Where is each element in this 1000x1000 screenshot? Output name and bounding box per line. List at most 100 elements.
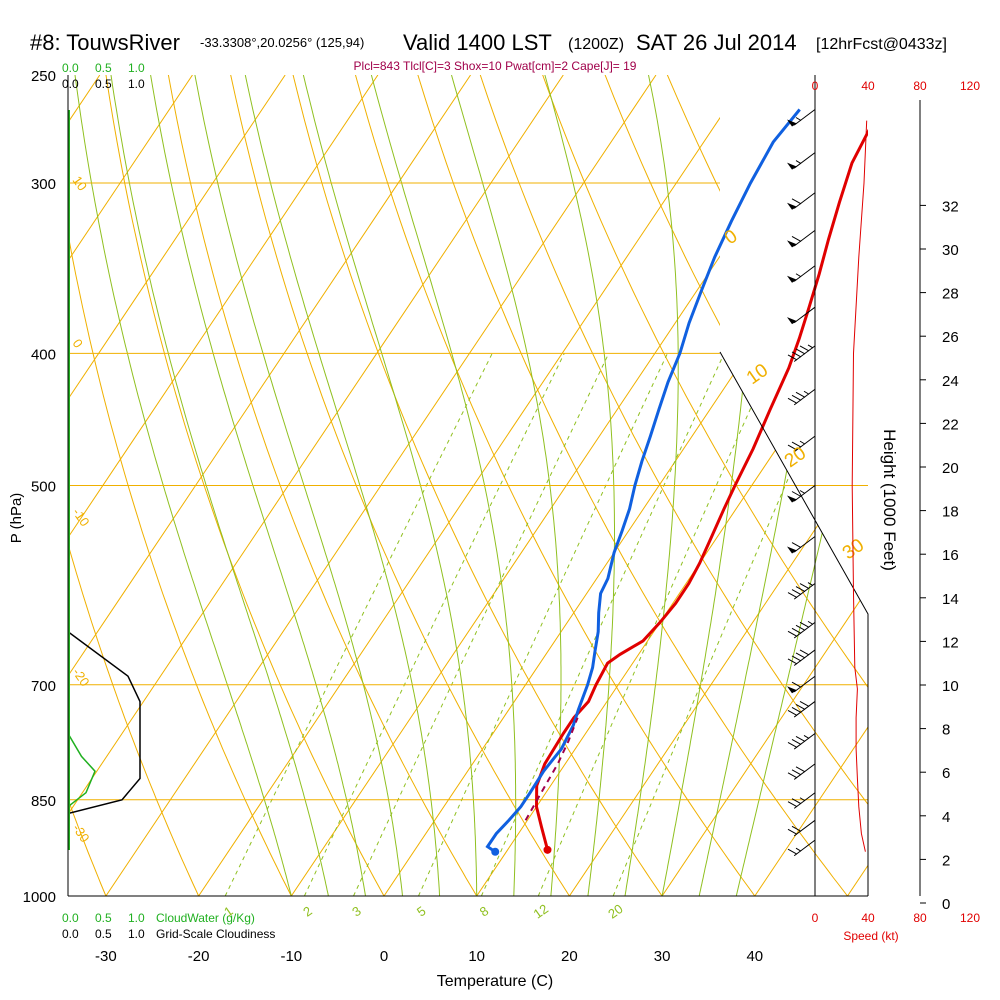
speed-tick-bottom-0: 0	[812, 911, 819, 925]
wind-barb	[787, 675, 816, 694]
wind-barb	[787, 839, 816, 857]
mixing-ratio-label: 3	[349, 903, 364, 919]
height-tick-label: 14	[942, 591, 959, 608]
mixing-ratio-label: 2	[300, 903, 315, 919]
cloudiness-profile	[68, 631, 141, 815]
cloud-scale-top-green-1: 0.5	[95, 61, 112, 75]
y2-axis-label: Height (1000 Feet)	[880, 429, 899, 571]
height-tick-label: 4	[942, 809, 950, 826]
cloud-scale-top-black-1: 0.5	[95, 77, 112, 91]
wind-barb	[787, 388, 816, 406]
wind-barb	[787, 582, 816, 600]
height-tick-label: 16	[942, 547, 959, 564]
isotherm-label: 0	[70, 336, 86, 351]
isotherm-line	[0, 75, 7, 896]
wind-barb	[787, 344, 816, 362]
dry-adiabat-line	[348, 75, 777, 896]
height-tick-label: 30	[942, 242, 959, 259]
cloud-scale-bottom-green-2: 1.0	[128, 911, 145, 925]
pressure-tick-label: 1000	[23, 889, 56, 906]
temperature-tick-label: 0	[380, 948, 388, 965]
mixing-ratio-label: 12	[531, 901, 551, 922]
wind-barb	[787, 701, 816, 718]
speed-profile	[851, 120, 868, 852]
isotherm-line	[68, 75, 286, 896]
pressure-tick-label: 850	[31, 793, 56, 810]
cloud-scale-bottom-black-0: 0.0	[62, 927, 79, 941]
temperature-tick-label: -30	[95, 948, 117, 965]
height-tick-label: 12	[942, 634, 959, 651]
dry-adiabat-line	[410, 75, 868, 896]
temperature-tick-label: 30	[654, 948, 671, 965]
dry-adiabat-line	[841, 75, 868, 896]
pressure-tick-label: 400	[31, 346, 56, 363]
dry-adiabat-line	[68, 75, 307, 896]
cloud-scale-bottom-green-0: 0.0	[62, 911, 79, 925]
isotherm-line	[661, 75, 868, 896]
wind-barb	[787, 306, 816, 325]
isotherm-line	[754, 75, 868, 896]
pressure-tick-label: 250	[31, 68, 56, 85]
dry-adiabat-line	[163, 75, 495, 896]
wind-barb	[787, 792, 816, 809]
height-tick-label: 26	[942, 329, 959, 346]
temperature-profile	[534, 128, 868, 851]
mixing-ratio-label: 8	[477, 903, 492, 919]
mixing-ratio-label: 5	[414, 903, 429, 919]
wind-barb	[787, 152, 816, 170]
dry-adiabat-line	[471, 75, 868, 896]
temperature-tick-label: -20	[188, 948, 210, 965]
speed-tick-top-0: 0	[812, 79, 819, 93]
cloud-scale-top-green-2: 1.0	[128, 61, 145, 75]
wind-barb	[787, 649, 816, 666]
param-line: Plcl=843 Tlcl[C]=3 Shox=10 Pwat[cm]=2 Ca…	[354, 59, 637, 73]
moist-adiabat-line	[302, 75, 478, 896]
cloud-scale-bottom-black-1: 0.5	[95, 927, 112, 941]
height-tick-label: 18	[942, 504, 959, 521]
temperature-tick-label: 10	[468, 948, 485, 965]
dry-adiabat-line	[966, 51, 1000, 925]
height-tick-label: 24	[942, 373, 959, 390]
height-tick-label: 2	[942, 852, 950, 869]
y-axis-label: P (hPa)	[8, 493, 25, 544]
dry-adiabat-line	[286, 75, 683, 896]
wind-barb	[787, 620, 816, 639]
wind-barb	[787, 763, 816, 780]
height-tick-label: 0	[942, 896, 950, 913]
cloudwater-profile	[68, 733, 96, 808]
mixing-ratio-line	[537, 353, 776, 896]
temperature-tick-label: 20	[561, 948, 578, 965]
chart-title-date: SAT 26 Jul 2014	[636, 30, 797, 55]
wind-barb	[787, 265, 816, 283]
height-tick-label: 10	[942, 678, 959, 695]
dry-adiabat-line	[533, 75, 868, 896]
wind-barb	[787, 229, 816, 248]
isotherm-label: -30	[70, 821, 93, 845]
pressure-tick-label: 500	[31, 479, 56, 496]
height-tick-label: 8	[942, 722, 950, 739]
moist-adiabat-line	[451, 75, 562, 896]
isotherm-line	[68, 75, 193, 896]
x-axis-label: Temperature (C)	[437, 973, 553, 990]
surface-dewpoint-dot	[491, 847, 500, 856]
chart-title-valid: Valid 1400 LST	[403, 30, 552, 55]
speed-tick-bottom-3: 120	[960, 911, 980, 925]
height-tick-label: 20	[942, 460, 959, 477]
cloud-scale-bottom-black-2: 1.0	[128, 927, 145, 941]
cloud-scale-bottom-green-1: 0.5	[95, 911, 112, 925]
mixing-ratio-line	[480, 353, 725, 896]
moist-adiabat-line	[74, 75, 292, 896]
speed-tick-top-1: 40	[861, 79, 875, 93]
speed-axis-label: Speed (kt)	[843, 929, 898, 943]
wind-barb	[787, 485, 816, 503]
cloud-scale-top-black-0: 0.0	[62, 77, 79, 91]
speed-tick-top-2: 80	[913, 79, 927, 93]
mixing-ratio-label: 20	[605, 901, 625, 922]
height-tick-label: 28	[942, 286, 959, 303]
mixing-ratio-line	[612, 353, 843, 896]
wind-barb	[787, 109, 816, 127]
chart-title-coords: -33.3308°,20.0256° (125,94)	[200, 35, 364, 50]
dry-adiabat-line	[101, 75, 401, 896]
dry-adiabat-line	[656, 75, 868, 896]
